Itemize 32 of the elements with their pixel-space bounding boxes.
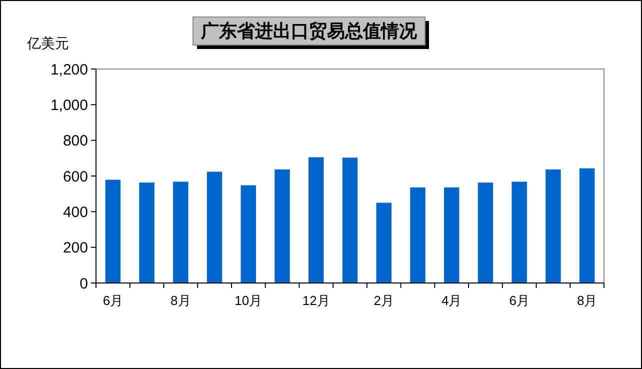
x-tick-label: 10月 bbox=[234, 293, 262, 308]
bar bbox=[478, 182, 494, 283]
bar bbox=[512, 182, 527, 283]
bar bbox=[410, 187, 426, 283]
x-tick-label: 6月 bbox=[102, 293, 124, 308]
bar bbox=[139, 182, 154, 283]
y-tick-label: 800 bbox=[62, 132, 88, 150]
bar bbox=[206, 172, 222, 283]
bar bbox=[579, 168, 595, 283]
x-tick-label: 6月 bbox=[509, 293, 530, 308]
bar bbox=[308, 157, 324, 283]
bar bbox=[105, 180, 121, 283]
bar bbox=[240, 185, 256, 283]
bar bbox=[376, 202, 392, 283]
bar bbox=[274, 169, 290, 283]
y-tick-label: 1,000 bbox=[50, 96, 88, 114]
x-tick-label: 8月 bbox=[170, 293, 191, 308]
x-tick-label: 12月 bbox=[302, 293, 330, 308]
bar bbox=[173, 182, 188, 283]
chart-title: 广东省进出口贸易总值情况 bbox=[200, 21, 418, 41]
y-tick-label: 400 bbox=[62, 204, 88, 221]
y-axis-title: 亿美元 bbox=[26, 35, 69, 51]
x-tick-label: 4月 bbox=[441, 293, 462, 308]
y-tick-label: 0 bbox=[80, 275, 88, 292]
y-tick-label: 200 bbox=[62, 240, 88, 257]
x-tick-label: 8月 bbox=[576, 293, 598, 308]
bar bbox=[444, 187, 460, 283]
bar bbox=[342, 158, 358, 283]
bar bbox=[546, 169, 561, 283]
x-tick-label: 2月 bbox=[374, 293, 394, 308]
y-tick-label: 600 bbox=[62, 168, 88, 186]
y-tick-label: 1,200 bbox=[50, 61, 88, 78]
